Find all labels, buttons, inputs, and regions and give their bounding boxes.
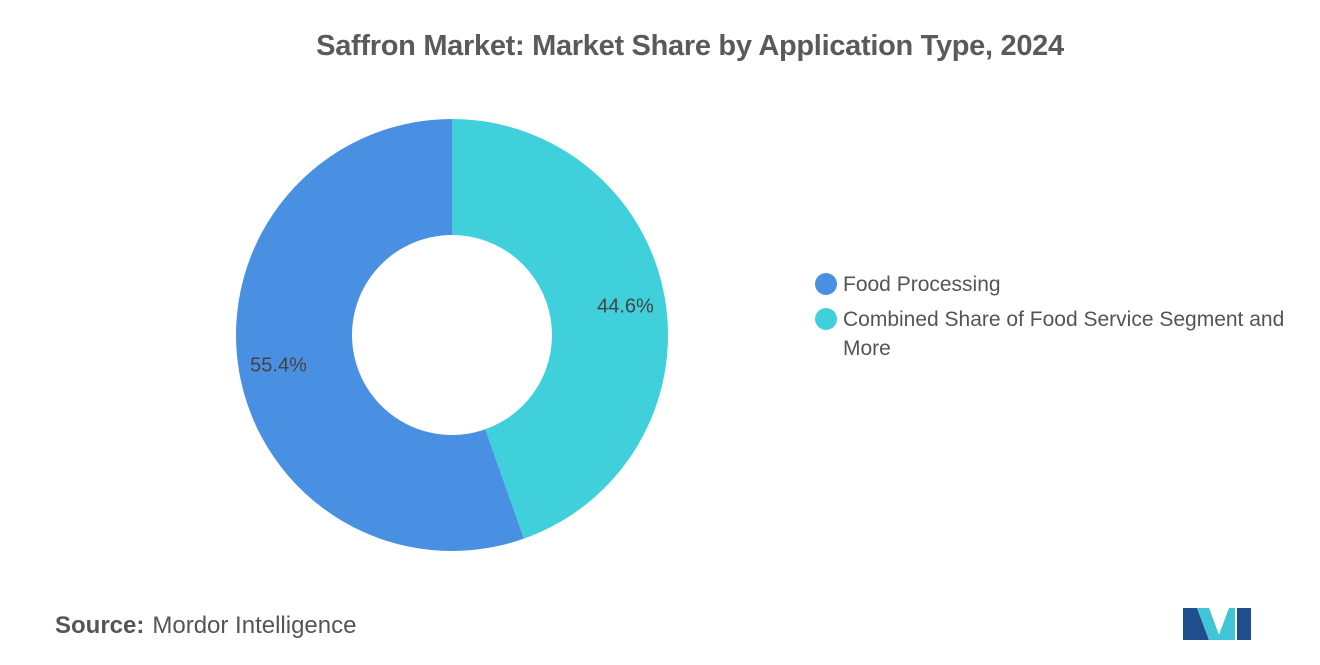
logo-shape-left (1183, 608, 1209, 640)
donut-slice-food-service[interactable] (452, 119, 668, 539)
chart-title: Saffron Market: Market Share by Applicat… (316, 30, 1064, 62)
legend-label-food-service: Combined Share of Food Service Segment a… (843, 308, 1285, 360)
legend-swatch-food-processing (815, 273, 837, 295)
logo-shape-right-a (1217, 608, 1235, 640)
legend: Food Processing Combined Share of Food S… (815, 270, 1285, 369)
source-note: Source: Mordor Intelligence (55, 612, 356, 640)
legend-item-food-processing[interactable]: Food Processing (815, 270, 1285, 299)
logo-shape-right-b (1237, 608, 1251, 640)
source-key: Source: (55, 612, 145, 639)
donut-slice-food-processing[interactable] (236, 119, 524, 551)
source-value: Mordor Intelligence (152, 612, 357, 639)
legend-label-food-processing: Food Processing (843, 273, 1001, 296)
mordor-intelligence-logo-icon (1183, 608, 1251, 640)
data-label-food-service: 44.6% (597, 295, 654, 317)
legend-swatch-food-service (815, 308, 837, 330)
logo-shape-mid (1197, 608, 1221, 640)
legend-item-food-service[interactable]: Combined Share of Food Service Segment a… (815, 305, 1285, 363)
data-label-food-processing: 55.4% (250, 355, 307, 377)
